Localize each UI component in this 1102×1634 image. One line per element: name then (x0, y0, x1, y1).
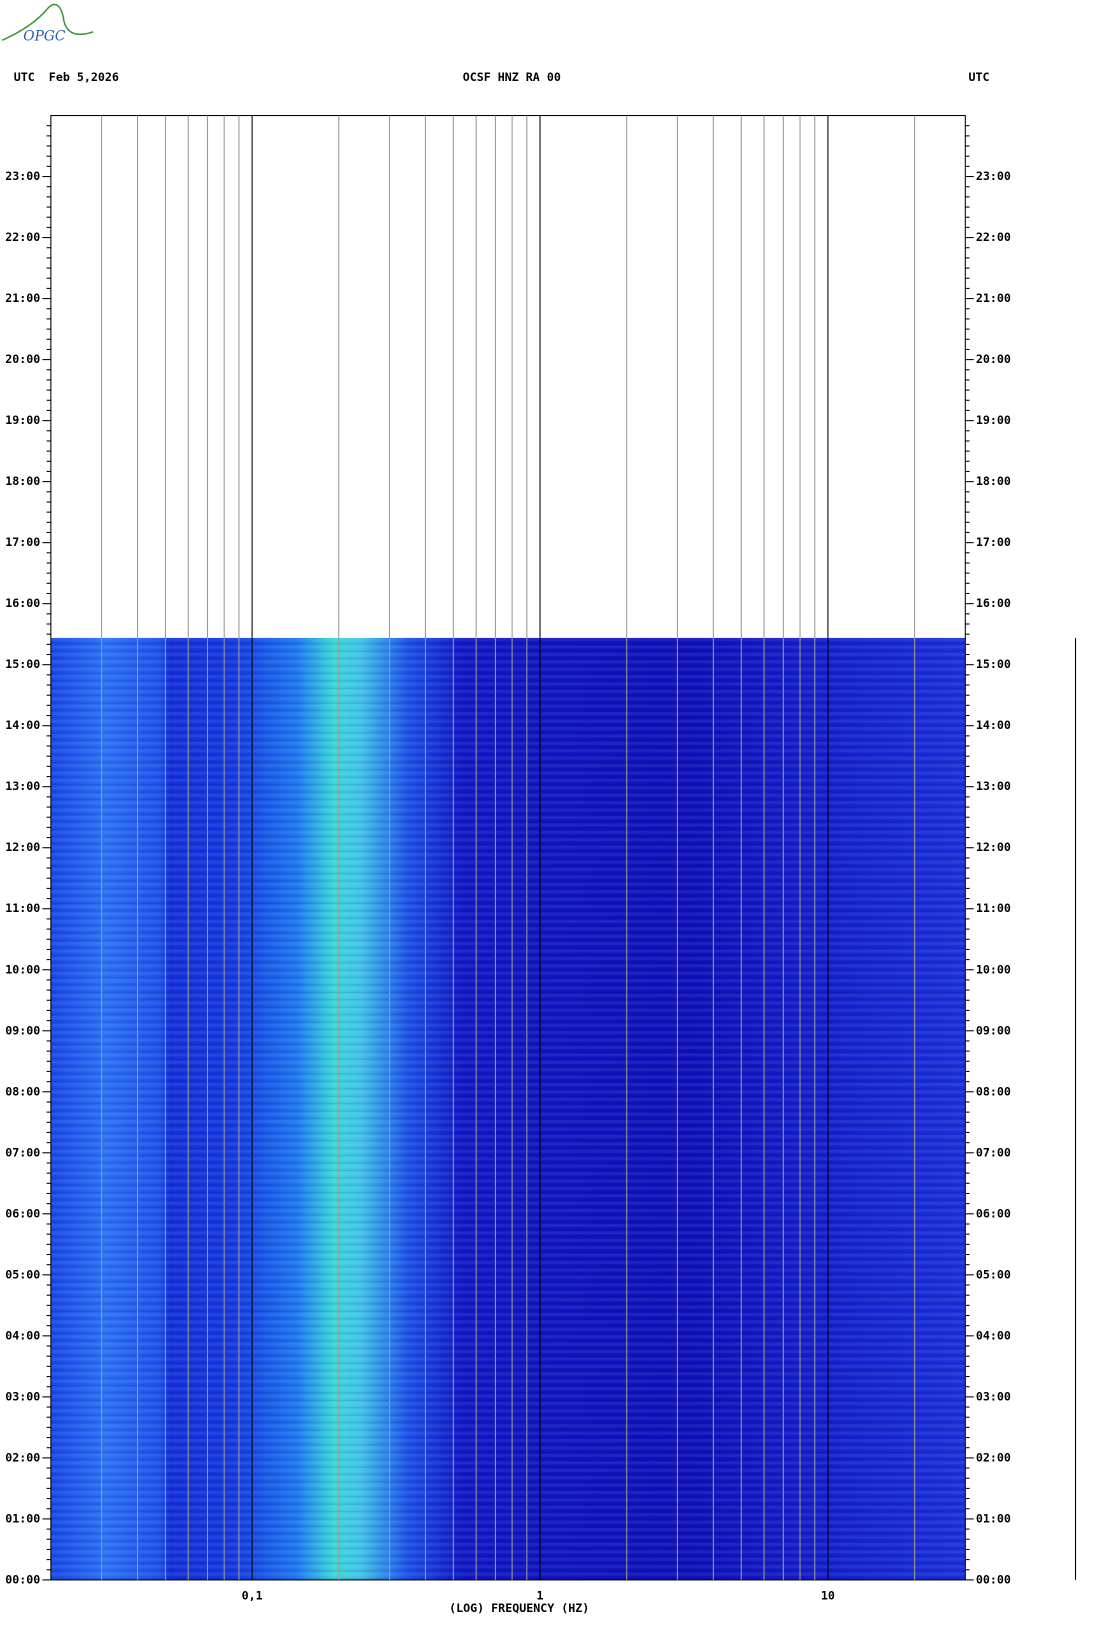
y-tick-label: 16:00 (976, 596, 1011, 610)
y-tick-label: 10:00 (5, 962, 40, 976)
y-tick-label: 11:00 (5, 901, 40, 915)
y-tick-label: 12:00 (5, 840, 40, 854)
y-tick-label: 07:00 (976, 1145, 1011, 1159)
y-tick-label: 13:00 (976, 779, 1011, 793)
y-tick-label: 21:00 (5, 291, 40, 305)
y-tick-label: 11:00 (976, 901, 1011, 915)
y-tick-label: 15:00 (5, 657, 40, 671)
y-tick-label: 02:00 (5, 1450, 40, 1464)
y-tick-label: 08:00 (5, 1084, 40, 1098)
y-tick-label: 09:00 (976, 1023, 1011, 1037)
x-tick-label: 1 (537, 1588, 544, 1602)
y-tick-label: 15:00 (976, 657, 1011, 671)
y-tick-label: 10:00 (976, 962, 1011, 976)
y-tick-label: 13:00 (5, 779, 40, 793)
y-tick-label: 16:00 (5, 596, 40, 610)
y-tick-label: 04:00 (976, 1328, 1011, 1342)
y-tick-label: 05:00 (5, 1267, 40, 1281)
x-tick-label: 0,1 (242, 1588, 263, 1602)
y-tick-label: 01:00 (5, 1511, 40, 1525)
y-tick-label: 06:00 (976, 1206, 1011, 1220)
date-label: UTC Feb 5,2026 (14, 70, 119, 84)
y-tick-label: 19:00 (976, 413, 1011, 427)
y-tick-label: 03:00 (5, 1389, 40, 1403)
y-tick-label: 17:00 (5, 535, 40, 549)
y-tick-label: 02:00 (976, 1450, 1011, 1464)
logo: OPGC (1, 3, 94, 45)
y-tick-label: 18:00 (5, 474, 40, 488)
y-tick-label: 03:00 (976, 1389, 1011, 1403)
y-unit: UTC (968, 70, 989, 84)
y-tick-label: 17:00 (976, 535, 1011, 549)
y-tick-label: 22:00 (976, 230, 1011, 244)
y-tick-label: 20:00 (5, 352, 40, 366)
y-tick-label: 00:00 (5, 1572, 40, 1586)
y-tick-label: 21:00 (976, 291, 1011, 305)
y-tick-label: 22:00 (5, 230, 40, 244)
x-axis-label: (LOG) FREQUENCY (HZ) (449, 1601, 589, 1615)
y-tick-label: 23:00 (976, 169, 1011, 183)
y-tick-label: 12:00 (976, 840, 1011, 854)
y-tick-label: 14:00 (976, 718, 1011, 732)
chart-title: OCSF HNZ RA 00 (463, 70, 561, 84)
y-tick-label: 00:00 (976, 1572, 1011, 1586)
y-tick-label: 20:00 (976, 352, 1011, 366)
y-tick-label: 23:00 (5, 169, 40, 183)
logo-text: OPGC (23, 29, 66, 45)
y-tick-label: 05:00 (976, 1267, 1011, 1281)
spectrogram-texture (50, 637, 966, 1580)
y-tick-label: 04:00 (5, 1328, 40, 1342)
y-tick-label: 18:00 (976, 474, 1011, 488)
y-tick-label: 01:00 (976, 1511, 1011, 1525)
y-tick-label: 08:00 (976, 1084, 1011, 1098)
y-tick-label: 09:00 (5, 1023, 40, 1037)
y-tick-label: 06:00 (5, 1206, 40, 1220)
y-tick-label: 07:00 (5, 1145, 40, 1159)
y-tick-label: 14:00 (5, 718, 40, 732)
x-tick-label: 10 (821, 1588, 835, 1602)
y-tick-label: 19:00 (5, 413, 40, 427)
